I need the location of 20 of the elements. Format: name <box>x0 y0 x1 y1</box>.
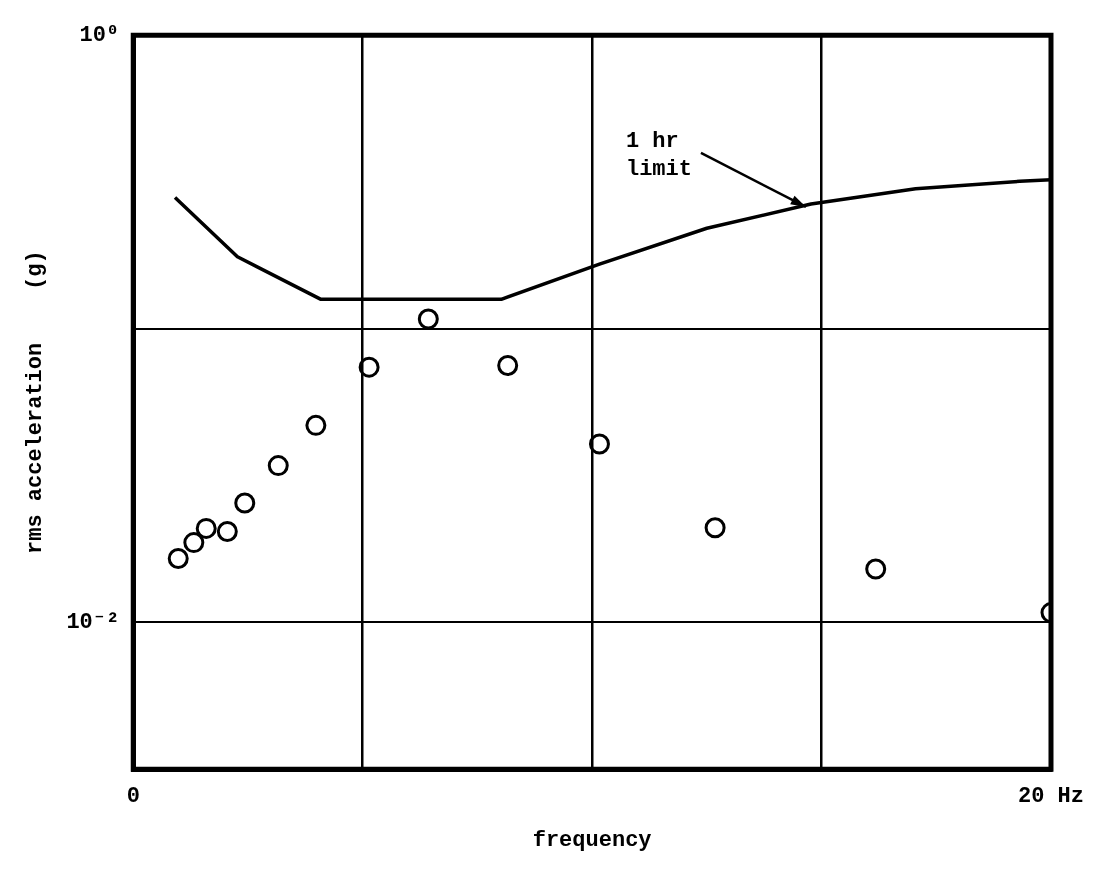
point <box>216 520 238 542</box>
point <box>267 455 289 477</box>
point <box>865 558 887 580</box>
point <box>234 492 256 514</box>
point <box>167 548 189 570</box>
y-axis-title: rms acceleration (g) <box>22 250 48 555</box>
y-tick-label: 10⁰ <box>79 22 120 48</box>
point <box>358 356 380 378</box>
annotation: 1 hr limit <box>625 128 692 182</box>
x-tick-label: 20 Hz <box>1017 783 1084 809</box>
point <box>704 517 726 539</box>
point <box>497 354 519 376</box>
y-tick-label: 10⁻² <box>66 609 120 635</box>
point <box>183 532 205 554</box>
x-tick-label: 0 <box>126 783 140 809</box>
x-axis-title: frequency <box>532 828 652 854</box>
point <box>588 433 610 455</box>
point <box>417 308 439 330</box>
point <box>305 414 327 436</box>
point <box>195 517 217 539</box>
